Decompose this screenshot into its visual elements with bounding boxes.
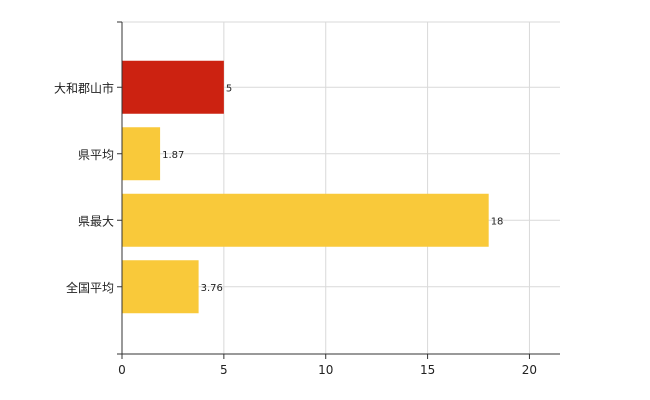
bar-0 bbox=[122, 60, 224, 114]
category-label-1: 県平均 bbox=[78, 148, 114, 162]
x-tick-label-1: 5 bbox=[220, 363, 228, 377]
data-label-1: 1.87 bbox=[162, 150, 184, 161]
x-tick-label-4: 20 bbox=[522, 363, 537, 377]
category-label-2: 県最大 bbox=[78, 214, 114, 228]
x-tick-label-2: 10 bbox=[318, 363, 333, 377]
bar-1 bbox=[122, 127, 161, 181]
x-tick-label-3: 15 bbox=[420, 363, 435, 377]
x-tick-label-0: 0 bbox=[118, 363, 126, 377]
bar-2 bbox=[122, 193, 489, 247]
data-label-0: 5 bbox=[226, 83, 232, 94]
data-label-3: 3.76 bbox=[201, 283, 223, 294]
bar-3 bbox=[122, 260, 199, 314]
category-label-3: 全国平均 bbox=[66, 280, 114, 295]
data-label-2: 18 bbox=[491, 216, 504, 227]
category-label-0: 大和郡山市 bbox=[54, 80, 114, 95]
